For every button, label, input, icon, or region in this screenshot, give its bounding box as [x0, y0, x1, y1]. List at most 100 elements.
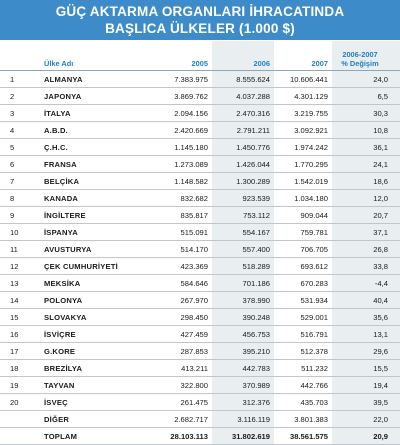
country-rank: 16 [0, 325, 44, 343]
value-2005: 584.646 [154, 274, 212, 292]
value-2007: 1.974.242 [274, 138, 332, 156]
value-2007: 529.001 [274, 308, 332, 326]
change-percent: 26,8 [332, 240, 400, 258]
value-2007: 511.232 [274, 359, 332, 377]
value-2006: 31.802.619 [212, 427, 274, 445]
value-2006: 8.555.624 [212, 70, 274, 88]
country-name: MEKSİKA [44, 274, 154, 292]
title-line-1: GÜÇ AKTARMA ORGANLARI İHRACATINDA [55, 4, 345, 19]
table-row: 17 G.KORE 287.853 395.210 512.378 29,6 [0, 342, 400, 360]
change-percent: 6,5 [332, 87, 400, 105]
value-2005: 1.145.180 [154, 138, 212, 156]
country-name: ÇEK CUMHURİYETİ [44, 257, 154, 275]
header-change-line-2: % Değişim [341, 59, 379, 68]
country-rank: 14 [0, 291, 44, 309]
value-2005: 2.094.156 [154, 104, 212, 122]
country-rank: 2 [0, 87, 44, 105]
country-rank: 10 [0, 223, 44, 241]
country-name: İNGİLTERE [44, 206, 154, 224]
country-name: İSVEÇ [44, 393, 154, 411]
change-percent: -4,4 [332, 274, 400, 292]
table-row: 9 İNGİLTERE 835.817 753.112 909.044 20,7 [0, 206, 400, 224]
value-2005: 7.383.975 [154, 70, 212, 88]
country-name: TOPLAM [44, 427, 154, 445]
country-rank: 1 [0, 70, 44, 88]
table-row: 6 FRANSA 1.273.089 1.426.044 1.770.295 24,1 [0, 155, 400, 173]
value-2006: 1.450.776 [212, 138, 274, 156]
value-2005: 298.450 [154, 308, 212, 326]
value-2006: 2.791.211 [212, 121, 274, 139]
country-rank: 4 [0, 121, 44, 139]
country-rank: 15 [0, 308, 44, 326]
value-2007: 1.542.019 [274, 172, 332, 190]
value-2005: 287.853 [154, 342, 212, 360]
country-name: BELÇİKA [44, 172, 154, 190]
value-2006: 3.116.119 [212, 410, 274, 428]
value-2007: 759.781 [274, 223, 332, 241]
table-row: 4 A.B.D. 2.420.669 2.791.211 3.092.921 10,8 [0, 121, 400, 139]
country-name: İSVİÇRE [44, 325, 154, 343]
value-2006: 518.289 [212, 257, 274, 275]
table-row: 19 TAYVAN 322.800 370.989 442.766 19,4 [0, 376, 400, 394]
change-percent: 19,4 [332, 376, 400, 394]
value-2007: 531.934 [274, 291, 332, 309]
value-2006: 923.539 [212, 189, 274, 207]
country-name: İTALYA [44, 104, 154, 122]
change-percent: 20,7 [332, 206, 400, 224]
header-change: 2006-2007% Değişim [332, 41, 400, 71]
value-2005: 427.459 [154, 325, 212, 343]
value-2005: 2.682.717 [154, 410, 212, 428]
value-2005: 28.103.113 [154, 427, 212, 445]
country-name: TAYVAN [44, 376, 154, 394]
change-percent: 40,4 [332, 291, 400, 309]
value-2007: 1.770.295 [274, 155, 332, 173]
change-percent: 39,5 [332, 393, 400, 411]
change-percent: 20,9 [332, 427, 400, 445]
country-rank: 18 [0, 359, 44, 377]
country-rank: 12 [0, 257, 44, 275]
value-2005: 423.369 [154, 257, 212, 275]
value-2006: 390.248 [212, 308, 274, 326]
table-row: 15 SLOVAKYA 298.450 390.248 529.001 35,6 [0, 308, 400, 326]
value-2006: 2.470.316 [212, 104, 274, 122]
country-rank: 13 [0, 274, 44, 292]
country-rank: 6 [0, 155, 44, 173]
table-row: 12 ÇEK CUMHURİYETİ 423.369 518.289 693.612 33… [0, 257, 400, 275]
change-percent: 36,1 [332, 138, 400, 156]
country-name: AVUSTURYA [44, 240, 154, 258]
value-2006: 312.376 [212, 393, 274, 411]
value-2007: 1.034.180 [274, 189, 332, 207]
table-row: 10 İSPANYA 515.091 554.167 759.781 37,1 [0, 223, 400, 241]
table-row: 20 İSVEÇ 261.475 312.376 435.703 39,5 [0, 393, 400, 411]
value-2005: 267.970 [154, 291, 212, 309]
country-rank: 17 [0, 342, 44, 360]
value-2006: 1.300.289 [212, 172, 274, 190]
country-name: A.B.D. [44, 121, 154, 139]
change-percent: 33,8 [332, 257, 400, 275]
table-row: 3 İTALYA 2.094.156 2.470.316 3.219.755 30,3 [0, 104, 400, 122]
table-body: 1 ALMANYA 7.383.975 8.555.624 10.606.441 24,0… [0, 70, 400, 445]
export-table: Ülke Adı 2005 2006 2007 2006-2007% Değiş… [0, 41, 400, 445]
country-name: SLOVAKYA [44, 308, 154, 326]
country-rank: 8 [0, 189, 44, 207]
country-rank: 11 [0, 240, 44, 258]
value-2007: 516.791 [274, 325, 332, 343]
other-row: DİĞER 2.682.717 3.116.119 3.801.383 22,0 [0, 410, 400, 428]
country-rank: 5 [0, 138, 44, 156]
value-2005: 3.869.762 [154, 87, 212, 105]
table-row: 13 MEKSİKA 584.646 701.186 670.283 -4,4 [0, 274, 400, 292]
value-2005: 515.091 [154, 223, 212, 241]
value-2005: 1.273.089 [154, 155, 212, 173]
country-name: Ç.H.C. [44, 138, 154, 156]
country-name: KANADA [44, 189, 154, 207]
value-2006: 554.167 [212, 223, 274, 241]
change-percent: 15,5 [332, 359, 400, 377]
value-2005: 1.148.582 [154, 172, 212, 190]
value-2006: 4.037.288 [212, 87, 274, 105]
country-rank: 20 [0, 393, 44, 411]
country-name: ALMANYA [44, 70, 154, 88]
country-name: İSPANYA [44, 223, 154, 241]
table-row: 18 BREZİLYA 413.211 442.783 511.232 15,5 [0, 359, 400, 377]
header-2007: 2007 [274, 41, 332, 71]
value-2006: 378.990 [212, 291, 274, 309]
